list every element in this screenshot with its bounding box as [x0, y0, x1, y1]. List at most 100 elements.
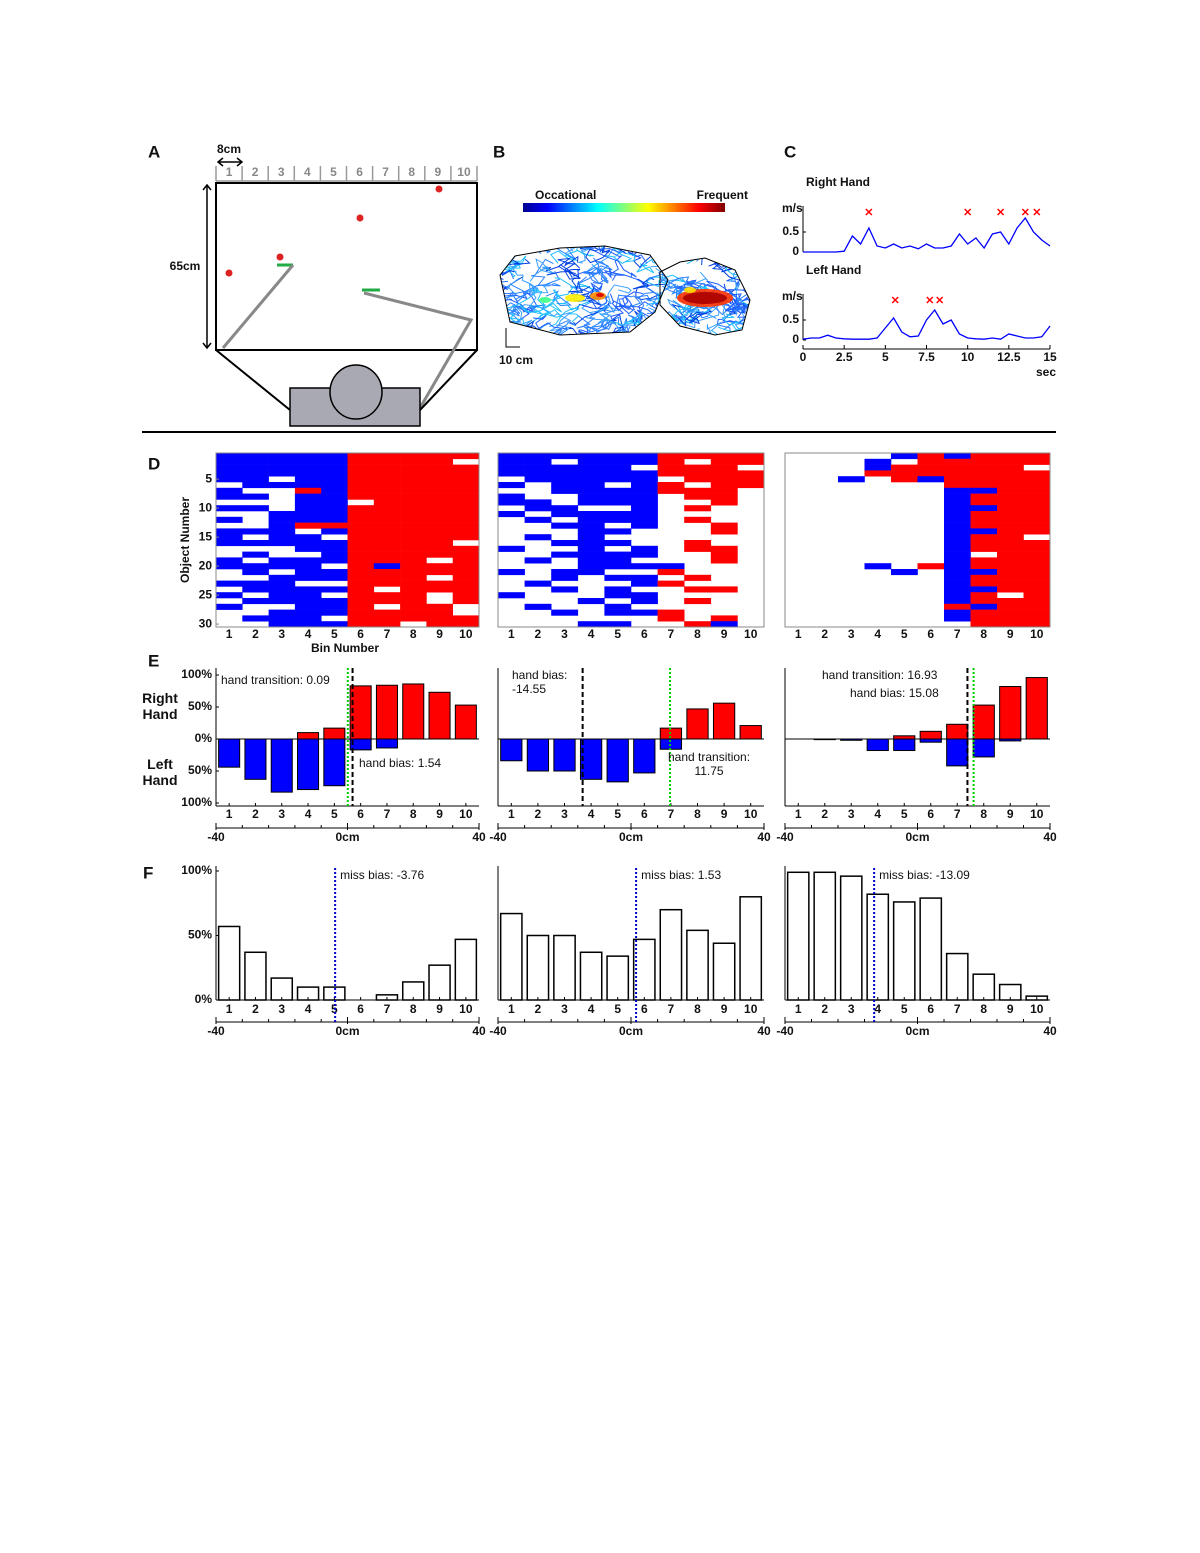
heatmap-cell: [347, 621, 375, 628]
cm-tick-label: 0cm: [619, 1024, 643, 1038]
trajectory: [500, 269, 514, 282]
heatmap-cell: [577, 458, 605, 465]
heatmap-cell: [373, 540, 401, 547]
heatmap-cell: [970, 505, 998, 512]
heatmap-cell: [551, 540, 579, 547]
heatmap-cell: [1023, 487, 1051, 494]
x-tick-label: 5: [882, 350, 889, 364]
ruler-bins: 1 2 3 4 5 6 7 8 9 10: [215, 165, 478, 181]
heatmap-cell: [970, 482, 998, 489]
heatmap-cell: [268, 580, 296, 587]
heatmap-cell: [524, 470, 552, 477]
bar: [866, 893, 890, 1001]
heatmap-cell: [216, 458, 243, 465]
trajectory: [572, 271, 646, 288]
heatmap-cell: [710, 499, 738, 506]
x-tick-label: 5: [614, 807, 621, 821]
heatmap-cell: [710, 453, 738, 460]
trajectory: [727, 289, 743, 306]
x-tick-label: 1: [795, 807, 802, 821]
heatmap-cell: [864, 470, 892, 477]
heatmap-cell: [242, 598, 269, 605]
heatmap-cell: [321, 522, 348, 529]
bar: [323, 727, 346, 740]
heatmap-cell: [1023, 621, 1051, 628]
cm-tick-label: 0cm: [335, 1024, 359, 1038]
heatmap-cell: [242, 464, 269, 471]
heatmap-cell: [917, 563, 945, 570]
heatmap-cell: [498, 470, 525, 477]
heatmap-cell: [944, 615, 971, 622]
trajectory: [529, 258, 556, 282]
heatmap-cell: [551, 522, 579, 529]
heatmap-cell: [631, 453, 658, 460]
heatmap-cell: [294, 464, 322, 471]
bar: [323, 738, 346, 787]
heatmap-cell: [347, 592, 375, 599]
x-axis-label: Bin Number: [311, 641, 379, 655]
heatmap-cell: [400, 609, 427, 616]
heatmap-cell: [1023, 609, 1051, 616]
heatmap-cell: [268, 511, 296, 518]
heatmap-cell: [294, 592, 322, 599]
heatmap-cell: [452, 453, 480, 460]
heatmap-cell: [294, 470, 322, 477]
heatmap-cell: [321, 598, 348, 605]
bar: [945, 952, 969, 1001]
x-tick-label: 6: [357, 627, 364, 641]
heatmap-cell: [710, 551, 738, 558]
trajectory: [500, 271, 561, 295]
x-tick-label: 2: [535, 627, 542, 641]
heatmap-cell: [970, 563, 998, 570]
heatmap-cell: [997, 528, 1024, 535]
heatmap-cell: [604, 453, 632, 460]
cm-tick-label: 40: [1043, 830, 1057, 844]
heatmap-cell: [321, 569, 348, 576]
heatmap-cell: [1023, 470, 1051, 477]
heatmap-cell: [631, 545, 658, 552]
heatmap-cell: [321, 603, 348, 610]
heatmap-cell: [400, 615, 427, 622]
density-spot: [683, 292, 727, 304]
heatmap-cell: [710, 528, 738, 535]
heatmap-cell: [710, 493, 738, 500]
bar: [606, 738, 629, 783]
bar: [297, 738, 320, 791]
heatmap-cell: [294, 511, 322, 518]
heatmap-cell: [400, 528, 427, 535]
heatmap-cell: [970, 528, 998, 535]
bar: [712, 942, 736, 1001]
trajectory: [519, 302, 562, 316]
heatmap-cell: [400, 499, 427, 506]
heatmap-cell: [577, 522, 605, 529]
heatmap-cell: [631, 563, 658, 570]
heatmap-cell: [1023, 511, 1051, 518]
heatmap-cell: [321, 482, 348, 489]
heatmap-cell: [216, 493, 243, 500]
trajectory: [660, 310, 680, 335]
cm-tick-label: -40: [776, 830, 794, 844]
heatmap-cell: [347, 482, 375, 489]
heatmap-cell: [970, 592, 998, 599]
heatmap-cell: [452, 534, 480, 541]
chart-title: Left Hand: [806, 263, 861, 277]
heatmap-cell: [997, 476, 1024, 483]
heatmap-cell: [684, 574, 712, 581]
miss-bias-label: miss bias: -3.76: [340, 868, 425, 882]
heatmap-cell: [577, 516, 605, 523]
heatmap-cell: [684, 540, 712, 547]
heatmap-cell: [631, 458, 658, 465]
heatmap-cell: [426, 505, 453, 512]
heatmap-cell: [347, 528, 375, 535]
heatmap-cell: [970, 534, 998, 541]
heatmap-cell: [216, 603, 243, 610]
heatmap-cell: [710, 458, 738, 465]
heatmap-cell: [604, 470, 632, 477]
bar: [893, 738, 916, 752]
heatmap-cell: [498, 569, 525, 576]
ruler-label: 7: [382, 165, 389, 179]
heatmap-cell: [944, 603, 971, 610]
heatmap-cell: [944, 499, 971, 506]
heatmap-cell: [426, 464, 453, 471]
heatmap-cell: [604, 603, 632, 610]
